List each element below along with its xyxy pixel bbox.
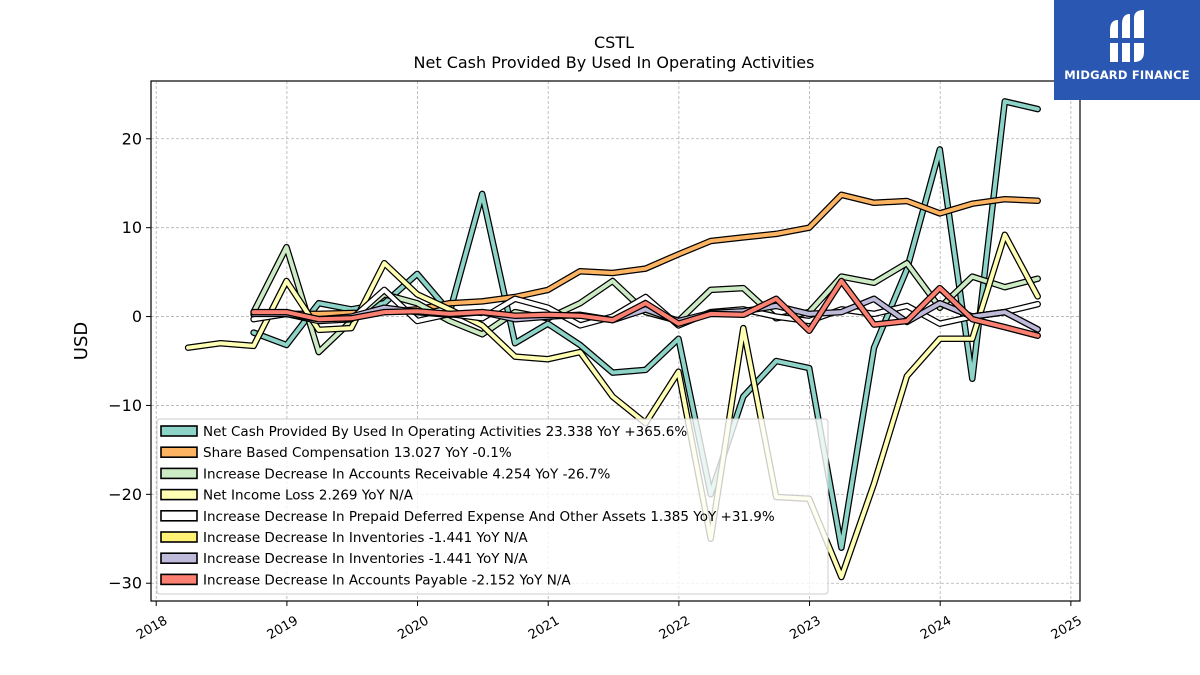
series-4 [184,231,1041,581]
y-tick-label: 10 [122,218,142,237]
series-8 [250,277,1041,339]
series-5 [250,286,1041,329]
series-line [186,232,1040,579]
series-line [251,279,1040,338]
x-tick-label: 2020 [395,613,431,643]
series-line [251,99,1040,550]
legend-swatch [160,573,198,586]
legend-label: Increase Decrease In Inventories -1.441 … [203,530,528,546]
chart-title: CSTL [594,33,634,52]
x-tick-label: 2025 [1049,613,1085,643]
legend-swatch [160,488,198,501]
legend-label: Increase Decrease In Accounts Receivable… [203,466,611,482]
legend-item: Increase Decrease In Inventories -1.441 … [160,551,528,567]
y-axis-label: USD [71,322,92,360]
legend-item: Share Based Compensation 13.027 YoY -0.1… [160,445,512,461]
legend-label: Share Based Compensation 13.027 YoY -0.1… [203,445,512,461]
y-tick-label: 0 [132,307,142,326]
y-tick-label: −30 [108,574,142,593]
brand-name: MIDGARD FINANCE [1064,68,1190,82]
legend-label: Increase Decrease In Inventories -1.441 … [203,551,528,567]
midgard-logo-icon [1108,10,1148,62]
y-tick-label: −20 [108,485,142,504]
legend-item: Increase Decrease In Accounts Receivable… [160,466,611,482]
x-tick-label: 2021 [526,613,562,643]
legend-item: Increase Decrease In Accounts Payable -2… [160,572,571,588]
brand-logo: MIDGARD FINANCE [1054,0,1200,100]
legend-swatch [160,531,198,543]
y-tick-label: 20 [122,129,142,148]
legend-label: Increase Decrease In Prepaid Deferred Ex… [203,509,775,525]
x-tick-label: 2019 [265,613,301,643]
legend-label: Increase Decrease In Accounts Payable -2… [203,572,571,588]
y-axis: −30 −20 −10 0 10 20 [108,129,151,593]
x-axis: 2018 2019 2020 2021 2022 2023 2024 2025 [134,601,1085,643]
x-tick-label: 2018 [134,613,170,643]
legend-swatch [160,509,198,522]
x-tick-label: 2023 [787,613,823,643]
legend: Net Cash Provided By Used In Operating A… [156,418,829,595]
legend-item: Net Cash Provided By Used In Operating A… [160,424,687,440]
legend-box [156,418,829,595]
legend-label: Net Cash Provided By Used In Operating A… [203,424,687,440]
series-line [251,287,1040,328]
series-lines [184,98,1041,581]
legend-swatch [160,446,198,459]
legend-item: Increase Decrease In Prepaid Deferred Ex… [160,509,775,525]
legend-swatch [160,552,198,565]
legend-label: Net Income Loss 2.269 YoY N/A [203,488,414,504]
plot-frame [150,80,1081,602]
legend-item: Net Income Loss 2.269 YoY N/A [160,488,414,504]
series-1 [250,98,1041,551]
x-tick-label: 2024 [918,613,954,643]
legend-item: Increase Decrease In Inventories -1.441 … [160,530,528,546]
y-tick-label: −10 [108,396,142,415]
legend-swatch [160,425,198,437]
x-tick-label: 2022 [657,613,693,643]
legend-swatch [160,467,198,480]
chart-subtitle: Net Cash Provided By Used In Operating A… [414,53,815,72]
